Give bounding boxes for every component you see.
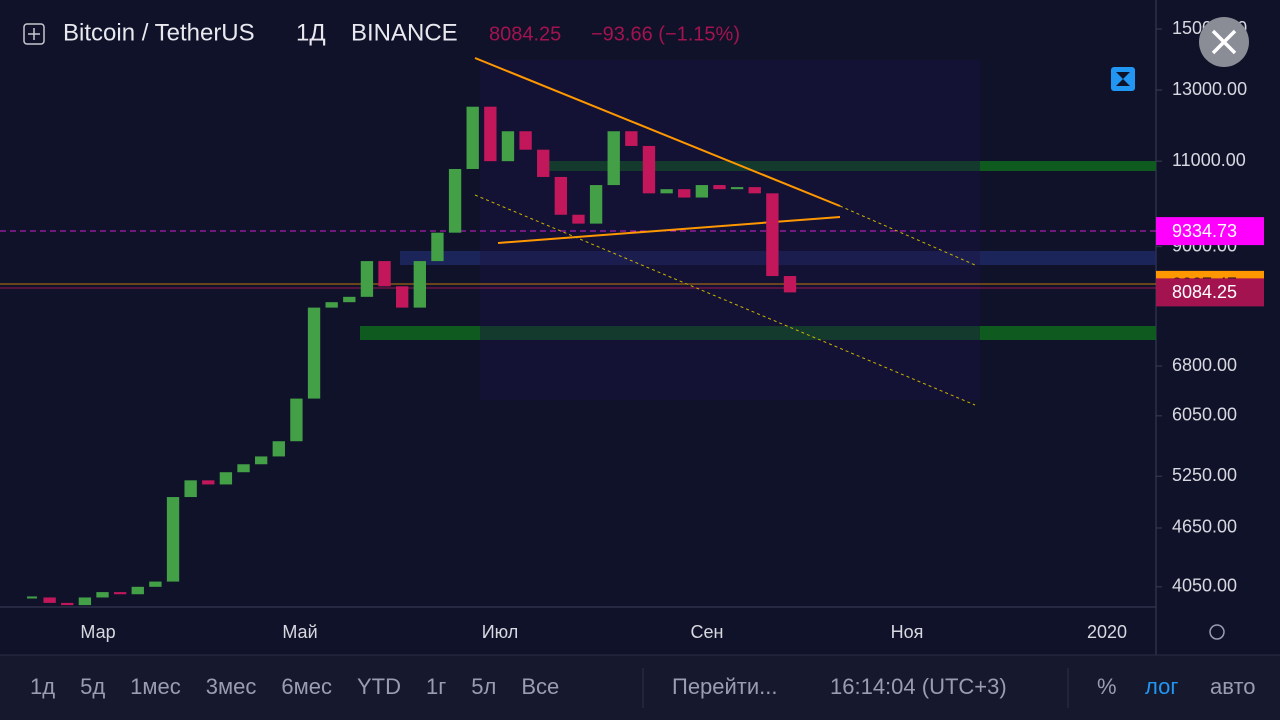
range-button[interactable]: 1д <box>30 674 55 699</box>
candle <box>61 602 74 606</box>
candle <box>149 581 162 587</box>
range-button[interactable]: 1г <box>426 674 446 699</box>
add-icon[interactable] <box>23 23 45 45</box>
zone <box>545 161 1156 171</box>
candle <box>766 193 779 277</box>
candle <box>466 106 479 169</box>
candle <box>396 286 409 308</box>
trend-line <box>474 57 841 207</box>
trend-line <box>839 205 976 266</box>
range-button[interactable]: Все <box>521 674 559 699</box>
y-tick-label: 6800.00 <box>1172 355 1237 375</box>
y-tick-label: 4650.00 <box>1172 517 1237 537</box>
settings-icon[interactable] <box>1209 624 1225 640</box>
candle <box>730 187 744 190</box>
x-tick-label: Ноя <box>891 622 924 642</box>
candle <box>254 456 268 465</box>
candle <box>431 232 444 262</box>
price-change: −93.66 (−1.15%) <box>591 23 740 45</box>
candle <box>448 168 462 233</box>
candle <box>695 185 709 198</box>
candle <box>43 597 56 603</box>
candle <box>748 187 761 194</box>
x-tick-label: Июл <box>482 622 519 642</box>
candle <box>537 149 550 177</box>
candle <box>27 596 37 599</box>
x-tick-label: Май <box>282 622 317 642</box>
range-button[interactable]: 1мес <box>130 674 181 699</box>
y-tick-label: 5250.00 <box>1172 465 1237 485</box>
candle <box>642 145 656 194</box>
close-icon <box>1211 29 1237 55</box>
candle <box>783 276 797 293</box>
candle <box>484 106 497 162</box>
candle <box>290 398 303 442</box>
candle <box>325 302 338 308</box>
x-tick-label: 2020 <box>1087 622 1127 642</box>
candle <box>572 214 585 224</box>
candle <box>678 189 691 198</box>
last-price: 8084.25 <box>489 23 561 45</box>
symbol[interactable]: Bitcoin / TetherUS <box>63 19 255 46</box>
price-badge <box>1156 278 1264 307</box>
candle <box>343 296 356 303</box>
auto-button[interactable]: авто <box>1210 674 1256 699</box>
candle <box>131 586 144 595</box>
candle <box>113 592 127 595</box>
range-button[interactable]: YTD <box>357 674 401 699</box>
range-button[interactable]: 3мес <box>206 674 257 699</box>
candle <box>501 131 515 162</box>
candle <box>237 464 250 473</box>
candle <box>589 185 603 224</box>
candle <box>519 131 532 150</box>
trend-line <box>497 216 841 244</box>
candle <box>219 472 233 485</box>
y-tick-label: 4050.00 <box>1172 576 1237 596</box>
candle <box>554 176 568 215</box>
candle <box>360 261 374 297</box>
range-button[interactable]: 5д <box>80 674 105 699</box>
price-badge-label: 8084.25 <box>1172 282 1237 302</box>
add-icon <box>28 28 40 40</box>
exchange: BINANCE <box>351 19 458 46</box>
candle <box>272 441 285 457</box>
goto-button[interactable]: Перейти... <box>672 674 778 699</box>
candle <box>166 497 180 582</box>
candle <box>625 131 638 146</box>
price-badge-label: 9334.73 <box>1172 221 1237 241</box>
y-tick-label: 13000.00 <box>1172 79 1247 99</box>
x-tick-label: Сен <box>691 622 724 642</box>
candle <box>607 131 620 186</box>
x-tick-label: Мар <box>80 622 115 642</box>
y-tick-label: 11000.00 <box>1172 150 1246 170</box>
candle <box>713 185 726 190</box>
candle <box>660 189 673 194</box>
toolbar-bg <box>0 655 1280 720</box>
range-button[interactable]: 6мес <box>281 674 332 699</box>
zone <box>360 326 1156 340</box>
trend-line <box>474 194 976 406</box>
range-button[interactable]: 5л <box>471 674 496 699</box>
price-badge <box>1156 217 1264 246</box>
candle <box>184 480 197 498</box>
candle <box>378 261 391 287</box>
projection <box>480 60 980 400</box>
candle <box>413 261 426 308</box>
candle <box>96 592 109 598</box>
percent-button[interactable]: % <box>1097 674 1117 699</box>
candle <box>307 307 321 399</box>
clock: 16:14:04 (UTC+3) <box>830 674 1007 699</box>
candle <box>202 480 215 485</box>
scroll-icon <box>1116 72 1130 86</box>
log-button[interactable]: лог <box>1145 674 1178 699</box>
y-tick-label: 6050.00 <box>1172 405 1237 425</box>
interval[interactable]: 1Д <box>296 19 326 46</box>
candle <box>78 597 92 606</box>
